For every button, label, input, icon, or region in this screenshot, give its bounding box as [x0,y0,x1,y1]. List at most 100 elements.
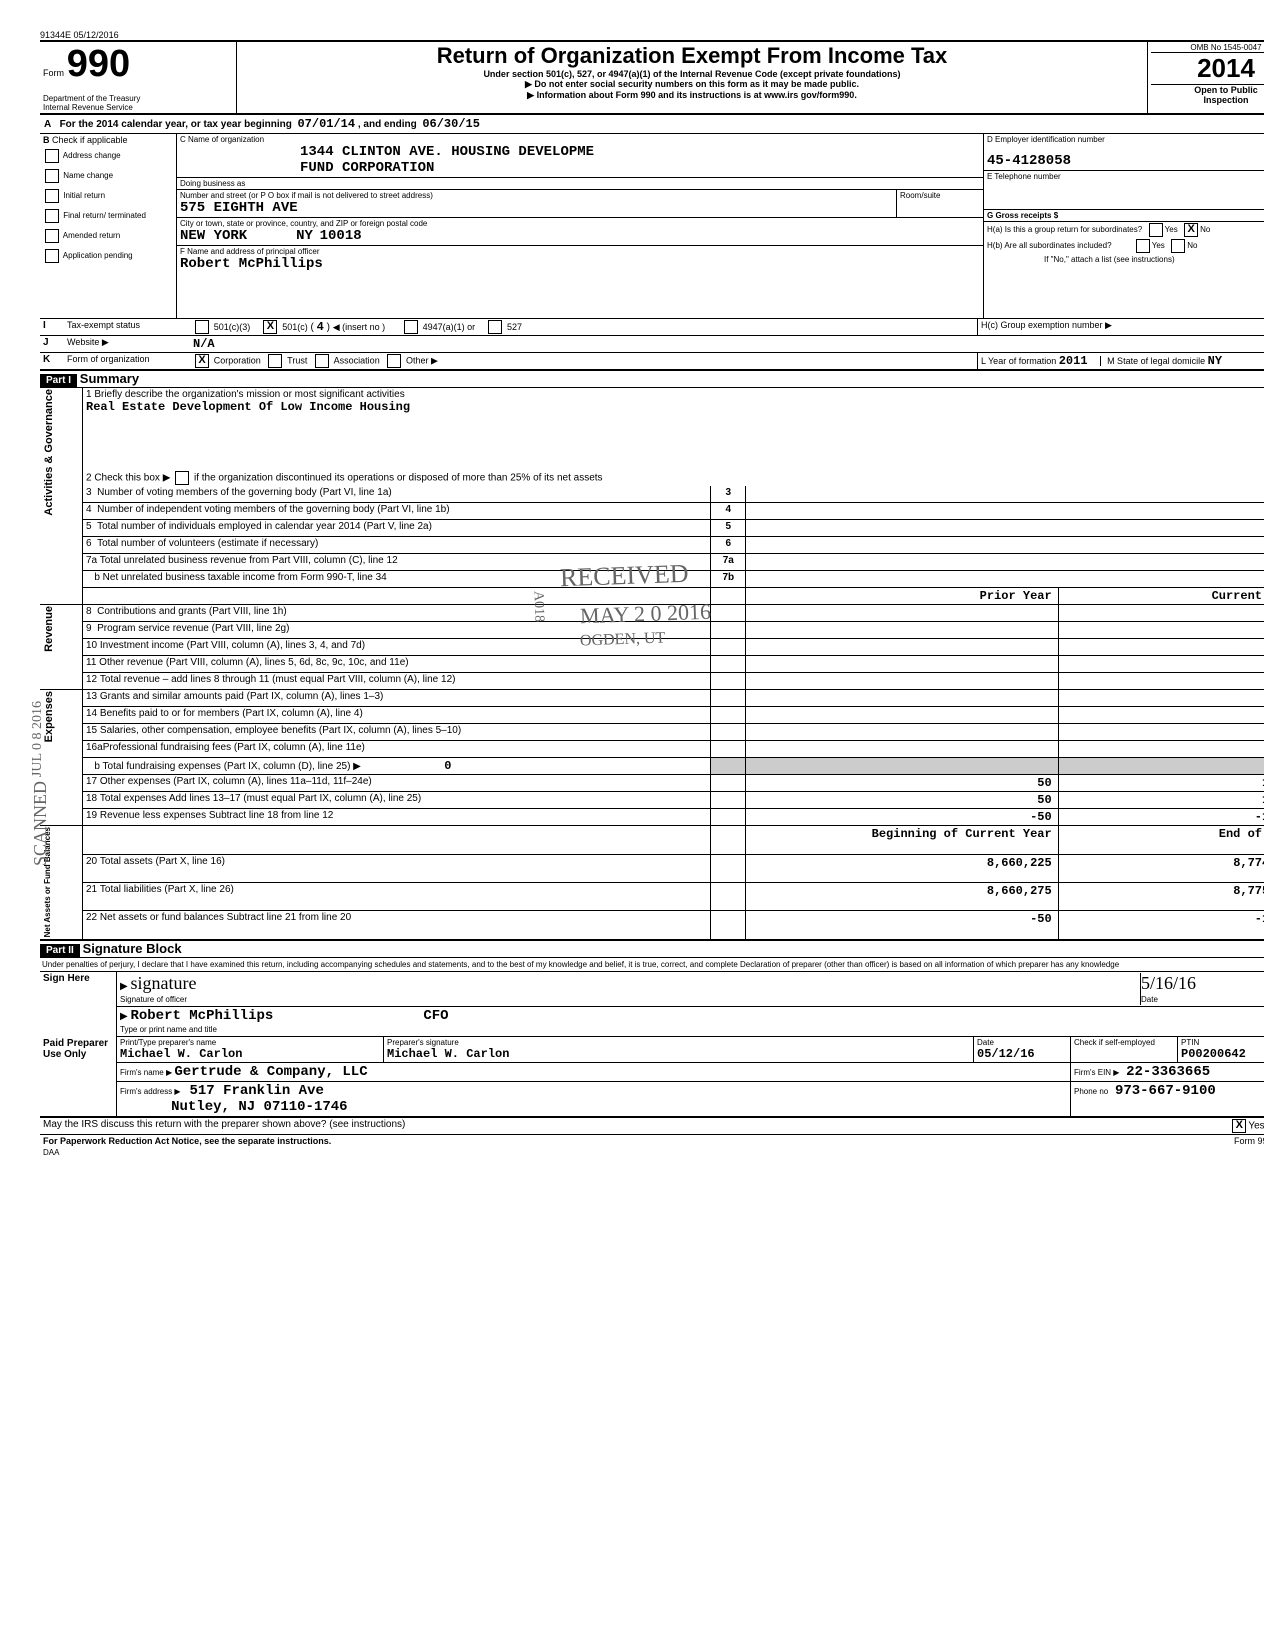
hb-yes[interactable] [1136,239,1150,253]
ha-no-lbl: No [1200,225,1210,234]
rp11 [746,656,1058,673]
cb-trust[interactable] [268,354,282,368]
state: NY [296,228,313,244]
cb-pending[interactable] [45,249,59,263]
ep13 [746,690,1058,707]
nl20: Total assets (Part X, line 16) [100,856,225,867]
h-begin: Beginning of Current Year [746,826,1058,854]
lineA-prefix: For the 2014 calendar year, or tax year … [60,119,292,130]
type-label: Type or print name and title [120,1025,217,1034]
hb-no-lbl: No [1187,241,1197,250]
firm-addr1: 517 Franklin Ave [189,1083,323,1099]
el18: Total expenses Add lines 13–17 (must equ… [100,793,421,804]
en13: 13 [86,691,97,702]
ep17: 50 [746,775,1058,792]
rl11: Other revenue (Part VIII, column (A), li… [99,657,408,668]
city-label: City or town, state or province, country… [180,219,427,228]
cb-corp[interactable]: X [195,354,209,368]
i-4947: 4947(a)(1) or [423,322,476,332]
prep-date: 05/12/16 [977,1047,1035,1061]
nn20: 20 [86,856,97,867]
rl8: Contributions and grants (Part VIII, lin… [97,606,287,617]
phone: 973-667-9100 [1115,1083,1216,1099]
hb-no[interactable] [1171,239,1185,253]
org-name2: FUND CORPORATION [180,160,434,176]
street: 575 EIGHTH AVE [180,200,298,216]
ep14 [746,707,1058,724]
v5: 0 [746,520,1264,537]
v7b: 0 [746,571,1264,588]
rn8: 8 [86,606,92,617]
rl10: Investment income (Part VIII, column (A)… [100,640,365,651]
h-cur: Current Year [1058,588,1264,605]
ein: 45-4128058 [987,153,1071,169]
k-corp: Corporation [214,356,261,366]
cb-527[interactable] [488,320,502,334]
j-label: Website ▶ [64,336,190,353]
en16a: 16a [86,742,103,753]
line-a: A For the 2014 calendar year, or tax yea… [40,115,1264,134]
ep18: 50 [746,792,1058,809]
cb-4947[interactable] [404,320,418,334]
nn22: 22 [86,912,97,923]
nc22: -1,050 [1058,911,1264,940]
cb-501c[interactable]: X [263,320,277,334]
k-trust: Trust [287,356,307,366]
cb-name[interactable] [45,169,59,183]
prep-sig-label: Preparer's signature [387,1038,459,1047]
b7a: 7a [711,554,746,571]
cb-address[interactable] [45,149,59,163]
side-nab: Net Assets or Fund Balances [43,827,52,937]
cb-line2[interactable] [175,471,189,485]
title: Return of Organization Exempt From Incom… [240,43,1144,69]
cb-amended[interactable] [45,229,59,243]
summary-table: Activities & Governance 1 Briefly descri… [40,388,1264,940]
dba-label: Doing business as [177,178,983,190]
cb-initial[interactable] [45,189,59,203]
paid-label: Paid Preparer Use Only [40,1037,117,1117]
sig-date: 5/16/16 [1141,973,1196,993]
sig-name: Robert McPhillips [130,1008,273,1024]
ec15: 0 [1058,724,1264,741]
ha-yes[interactable] [1149,223,1163,237]
discuss-yes-lbl: Yes [1248,1120,1264,1131]
n6: 6 [86,538,92,549]
discuss-yes[interactable]: X [1232,1119,1246,1133]
rn12: 12 [86,674,97,685]
form-label: Form [43,68,64,78]
year: 2014 [1151,53,1264,85]
cb-final[interactable] [45,209,59,223]
lineA-begin: 07/01/14 [297,117,355,131]
signature: signature [130,973,196,993]
k-other: Other ▶ [406,356,438,366]
v3: 21 [746,486,1264,503]
paperwork: For Paperwork Reduction Act Notice, see … [40,1134,1098,1147]
discuss: May the IRS discuss this return with the… [40,1118,1098,1135]
officer: Robert McPhillips [180,256,323,272]
check-self: Check if self-employed [1071,1037,1178,1063]
m-label: M State of legal domicile [1100,356,1205,366]
cb-other[interactable] [387,354,401,368]
ptin-label: PTIN [1181,1038,1199,1047]
cb-assoc[interactable] [315,354,329,368]
b-pend: Application pending [63,251,133,260]
j-val: N/A [193,337,215,351]
nl21: Total liabilities (Part X, line 26) [100,884,234,895]
omb: OMB No 1545-0047 [1151,43,1264,53]
sign-here: Sign Here [40,972,117,1037]
v6: 0 [746,537,1264,554]
cb-501c3[interactable] [195,320,209,334]
ptin: P00200642 [1181,1047,1246,1061]
nc21: 8,775,605 [1058,882,1264,910]
nl22: Net assets or fund balances Subtract lin… [100,912,351,923]
prep-sig: Michael W. Carlon [387,1047,509,1061]
date-label: Date [1141,995,1158,1004]
prep-name: Michael W. Carlon [120,1047,242,1061]
rn11: 11 [86,657,96,668]
b7b: 7b [711,571,746,588]
prep-name-label: Print/Type preparer's name [120,1038,216,1047]
l7b: b Net unrelated business taxable income … [94,572,386,583]
rp9 [746,622,1058,639]
en15: 15 [86,725,97,736]
ha-no[interactable]: X [1184,223,1198,237]
